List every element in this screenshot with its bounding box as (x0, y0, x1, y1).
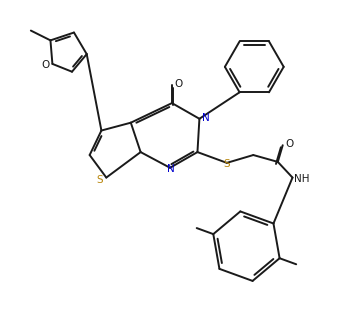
Text: N: N (203, 113, 210, 123)
Text: S: S (96, 175, 103, 185)
Text: O: O (41, 60, 50, 70)
Text: N: N (167, 164, 175, 174)
Text: NH: NH (295, 173, 310, 183)
Text: S: S (224, 159, 230, 169)
Text: O: O (285, 139, 294, 149)
Text: O: O (175, 80, 183, 90)
